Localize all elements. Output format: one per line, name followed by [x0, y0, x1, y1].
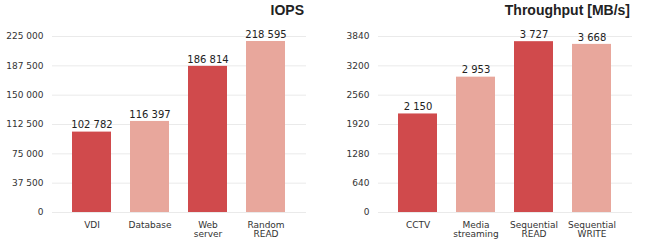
- svg-text:75 000: 75 000: [12, 149, 44, 159]
- svg-text:VDI: VDI: [84, 220, 100, 230]
- svg-text:2560: 2560: [347, 90, 370, 100]
- html-text:Throughput [MB/s]: Throughput [MB/s]: [504, 2, 630, 18]
- svg-text:218 595: 218 595: [245, 29, 286, 40]
- html-text:IOPS: IOPS: [270, 2, 304, 18]
- svg-text:187 500: 187 500: [6, 61, 43, 71]
- svg-text:1920: 1920: [347, 119, 370, 129]
- svg-text:3200: 3200: [347, 61, 370, 71]
- svg-text:RandomREAD: RandomREAD: [247, 220, 284, 239]
- svg-text:186 814: 186 814: [187, 54, 228, 65]
- svg-text:150 000: 150 000: [6, 90, 43, 100]
- svg-text:0: 0: [38, 207, 44, 217]
- svg-text:0: 0: [364, 207, 370, 217]
- svg-text:116 397: 116 397: [129, 109, 170, 120]
- svg-text:225 000: 225 000: [6, 31, 43, 41]
- svg-text:3 727: 3 727: [520, 29, 549, 40]
- svg-text:Database: Database: [129, 220, 172, 230]
- svg-text:102 782: 102 782: [71, 119, 112, 130]
- svg-text:CCTV: CCTV: [406, 220, 431, 230]
- svg-text:Mediastreaming: Mediastreaming: [453, 220, 498, 239]
- svg-text:2 953: 2 953: [462, 64, 491, 75]
- svg-text:1280: 1280: [347, 149, 370, 159]
- svg-text:112 500: 112 500: [6, 119, 43, 129]
- svg-text:2 150: 2 150: [404, 101, 433, 112]
- svg-text:SequentialREAD: SequentialREAD: [510, 220, 558, 239]
- svg-text:SequentialWRITE: SequentialWRITE: [568, 220, 616, 239]
- svg-text:3 668: 3 668: [578, 32, 607, 43]
- svg-text:3840: 3840: [347, 31, 370, 41]
- svg-text:640: 640: [352, 178, 369, 188]
- svg-text:37 500: 37 500: [12, 178, 44, 188]
- svg-text:Webserver: Webserver: [194, 220, 223, 239]
